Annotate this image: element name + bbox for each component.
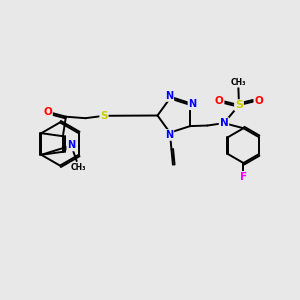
Text: N: N [188,99,196,109]
Text: F: F [240,172,247,182]
Text: N: N [220,118,228,128]
Text: N: N [67,140,75,151]
Text: N: N [165,130,173,140]
Text: S: S [100,111,108,121]
Text: N: N [165,91,173,101]
Text: O: O [215,96,224,106]
Text: O: O [254,96,263,106]
Text: CH₃: CH₃ [231,78,246,87]
Text: S: S [235,100,243,110]
Text: CH₃: CH₃ [70,163,86,172]
Text: O: O [43,107,52,118]
